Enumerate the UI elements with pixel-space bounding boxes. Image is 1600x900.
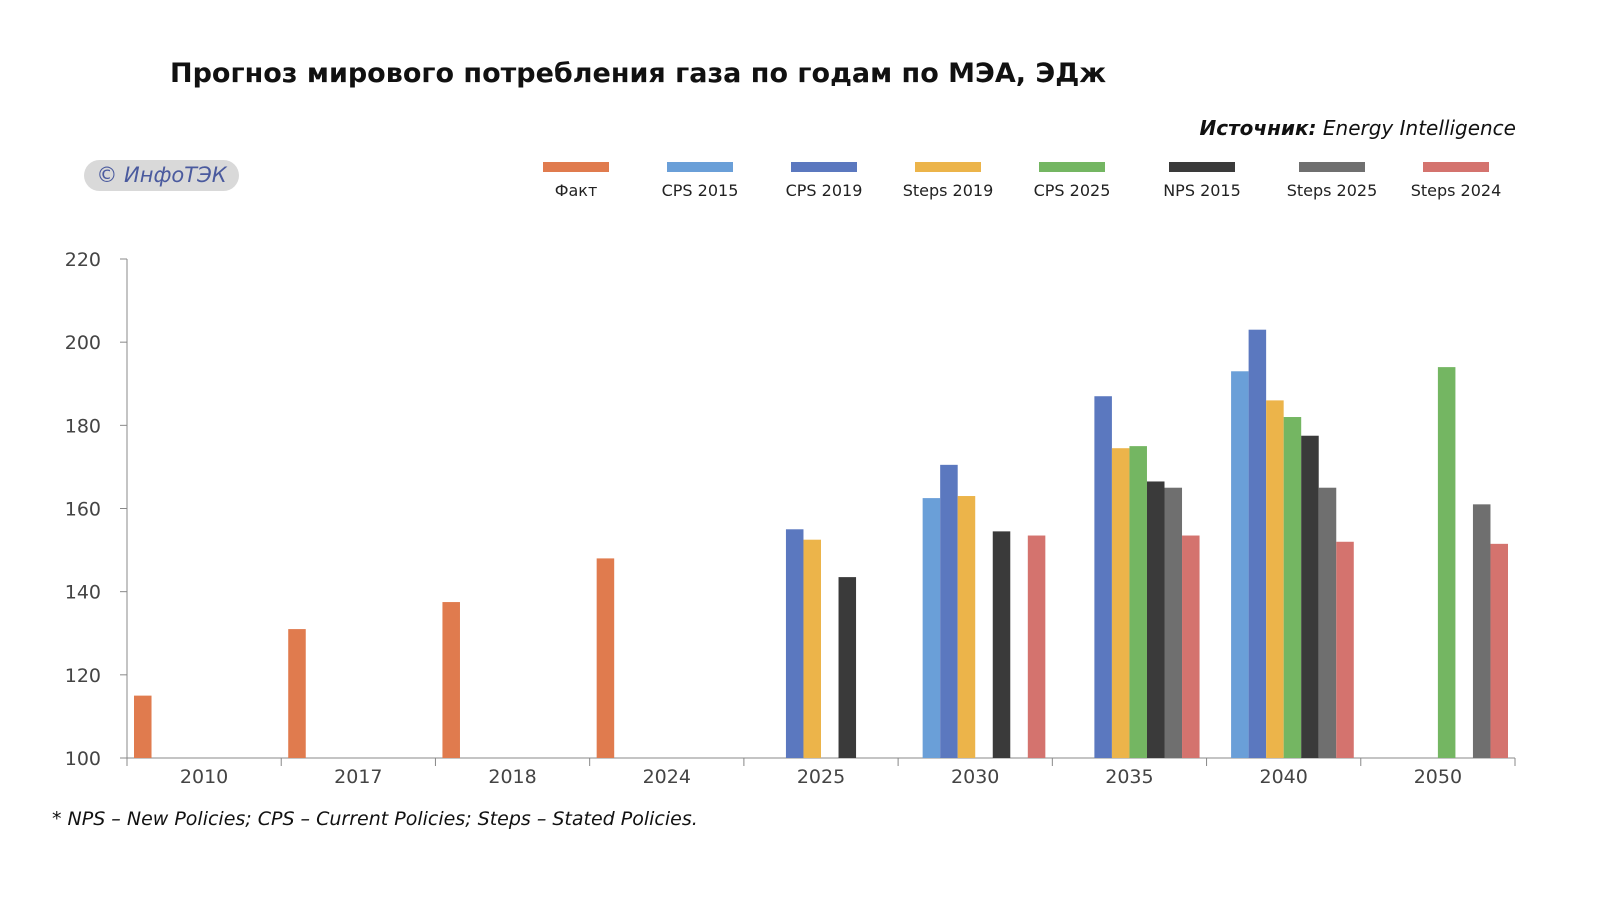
legend-swatch bbox=[667, 162, 733, 172]
bar-steps-2024-2035 bbox=[1182, 535, 1200, 758]
x-tick-label: 2030 bbox=[951, 766, 999, 788]
legend-label: Факт bbox=[554, 181, 598, 200]
legend-label: Steps 2024 bbox=[1410, 181, 1502, 200]
legend-label: Steps 2025 bbox=[1286, 181, 1378, 200]
bar-cps-2019-2025 bbox=[785, 529, 804, 758]
legend-item: CPS 2015 bbox=[638, 162, 762, 200]
x-tick-label: 2035 bbox=[1105, 766, 1153, 788]
source-note: Источник: Energy Intelligence bbox=[1199, 116, 1516, 140]
source-label: Источник: bbox=[1199, 116, 1317, 140]
bar-nps-2015-2035 bbox=[1146, 481, 1165, 758]
legend-swatch bbox=[915, 162, 981, 172]
bar-steps-2025-2040 bbox=[1318, 487, 1337, 758]
bar-факт-2017 bbox=[288, 629, 306, 758]
bar-steps-2025-2035 bbox=[1164, 487, 1183, 758]
legend-item: Факт bbox=[514, 162, 638, 200]
legend-swatch bbox=[543, 162, 609, 172]
legend-swatch bbox=[1299, 162, 1365, 172]
legend-item: Steps 2019 bbox=[886, 162, 1010, 200]
legend-item: Steps 2025 bbox=[1270, 162, 1394, 200]
bar-cps-2025-2035 bbox=[1129, 446, 1147, 758]
bar-steps-2024-2030 bbox=[1027, 535, 1046, 758]
x-tick-label: 2010 bbox=[180, 766, 228, 788]
bar-steps-2025-2050 bbox=[1472, 504, 1491, 758]
legend-label: CPS 2025 bbox=[1033, 181, 1111, 200]
bar-cps-2019-2030 bbox=[940, 464, 958, 758]
x-tick-label: 2017 bbox=[334, 766, 382, 788]
legend-item: NPS 2015 bbox=[1140, 162, 1264, 200]
y-tick-label: 200 bbox=[65, 332, 101, 354]
x-tick-label: 2040 bbox=[1259, 766, 1307, 788]
y-tick-label: 220 bbox=[65, 249, 101, 271]
legend-swatch bbox=[1169, 162, 1235, 172]
x-tick-label: 2024 bbox=[643, 766, 691, 788]
y-tick-label: 100 bbox=[65, 748, 101, 770]
y-tick-label: 160 bbox=[65, 499, 101, 521]
legend-item: CPS 2019 bbox=[762, 162, 886, 200]
bar-steps-2019-2030 bbox=[957, 496, 976, 758]
bar-steps-2019-2035 bbox=[1111, 448, 1130, 758]
x-tick-label: 2025 bbox=[797, 766, 845, 788]
legend-item: CPS 2025 bbox=[1010, 162, 1134, 200]
bar-cps-2019-2040 bbox=[1248, 329, 1267, 758]
bar-cps-2019-2035 bbox=[1094, 396, 1112, 758]
bar-cps-2015-2040 bbox=[1231, 371, 1249, 758]
bar-cps-2025-2040 bbox=[1283, 417, 1302, 758]
y-tick-label: 140 bbox=[65, 582, 101, 604]
y-tick-label: 180 bbox=[65, 415, 101, 437]
x-tick-label: 2050 bbox=[1414, 766, 1462, 788]
bar-cps-2025-2050 bbox=[1437, 367, 1456, 758]
footnote: * NPS – New Policies; CPS – Current Poli… bbox=[52, 808, 698, 830]
bar-nps-2015-2030 bbox=[992, 531, 1011, 758]
x-tick-label: 2018 bbox=[488, 766, 536, 788]
legend-swatch bbox=[1039, 162, 1105, 172]
legend-label: NPS 2015 bbox=[1163, 181, 1241, 200]
chart-title: Прогноз мирового потребления газа по год… bbox=[170, 58, 1107, 89]
bar-факт-2024 bbox=[596, 558, 615, 758]
legend-swatch bbox=[1423, 162, 1489, 172]
bar-cps-2015-2030 bbox=[922, 498, 941, 758]
bar-nps-2015-2025 bbox=[838, 577, 857, 758]
bar-nps-2015-2040 bbox=[1301, 435, 1319, 758]
legend-label: CPS 2015 bbox=[661, 181, 739, 200]
infotek-logo: © ИнфоТЭК bbox=[84, 160, 239, 191]
legend-swatch bbox=[791, 162, 857, 172]
bar-факт-2018 bbox=[442, 602, 460, 758]
y-tick-label: 120 bbox=[65, 665, 101, 687]
bar-steps-2024-2040 bbox=[1336, 541, 1354, 758]
source-value: Energy Intelligence bbox=[1322, 116, 1516, 140]
legend-label: Steps 2019 bbox=[902, 181, 994, 200]
legend-label: CPS 2019 bbox=[785, 181, 863, 200]
bar-steps-2019-2040 bbox=[1266, 400, 1284, 758]
bar-факт-2010 bbox=[134, 695, 152, 758]
bar-steps-2024-2050 bbox=[1490, 543, 1508, 758]
legend-item: Steps 2024 bbox=[1394, 162, 1518, 200]
bar-steps-2019-2025 bbox=[803, 539, 821, 758]
